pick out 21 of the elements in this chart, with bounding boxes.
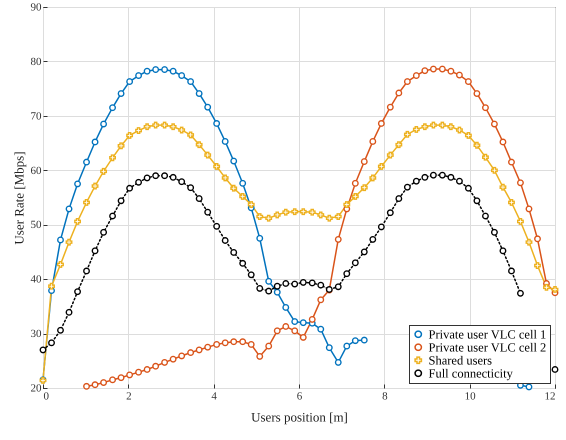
y-tick-label: 80 [30,56,42,68]
x-tick-label: 4 [211,390,218,402]
y-axis-title: User Rate [Mbps] [12,151,26,245]
x-tick-label: 0 [44,390,50,402]
y-tick-label: 20 [30,382,42,394]
y-tick-label: 30 [30,328,42,340]
legend-label: Private user VLC cell 1 [428,327,546,342]
x-tick-label: 8 [382,390,388,402]
x-axis-title: Users position [m] [251,410,348,424]
x-tick-label: 12 [544,390,556,402]
legend-label: Private user VLC cell 2 [428,340,546,354]
legend-label: Full connecticity [428,366,514,380]
y-tick-label: 70 [30,110,42,122]
y-tick-label: 50 [30,219,42,232]
y-tick-label: 90 [30,2,42,14]
y-tick-label: 60 [30,164,42,177]
x-tick-label: 6 [296,390,303,402]
legend-label: Shared users [428,353,492,368]
x-tick-label: 2 [126,390,132,402]
x-tick-label: 10 [464,390,476,402]
y-tick-label: 40 [30,274,42,286]
